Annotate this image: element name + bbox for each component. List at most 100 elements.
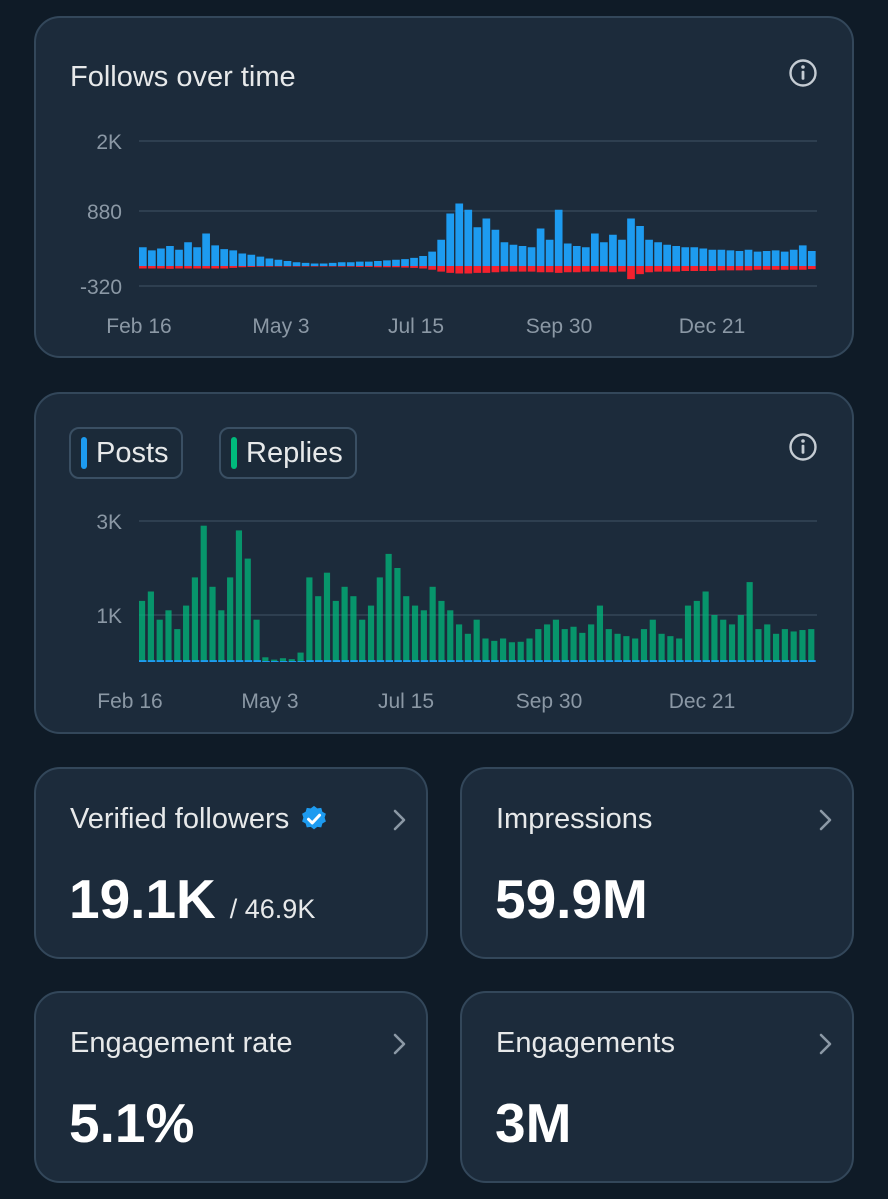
unfollows-bar xyxy=(753,266,762,270)
replies-bar xyxy=(526,638,533,662)
follows-bar xyxy=(771,250,780,266)
follows-bar xyxy=(609,234,617,266)
y-tick-label: 880 xyxy=(87,201,122,224)
posts-bar xyxy=(191,660,200,662)
follows-bar xyxy=(753,251,762,266)
info-icon[interactable] xyxy=(788,432,818,462)
follows-bar xyxy=(789,249,798,266)
unfollows-bar xyxy=(274,266,283,267)
x-tick-label: Dec 21 xyxy=(679,315,746,338)
replies-bar xyxy=(174,629,181,662)
replies-bar xyxy=(288,659,295,662)
unfollows-bar xyxy=(717,266,726,271)
unfollows-bar xyxy=(762,266,771,270)
replies-bar xyxy=(297,652,304,662)
impressions-card[interactable]: Impressions 59.9M xyxy=(460,767,854,959)
posts-bar xyxy=(332,660,341,662)
posts-bar xyxy=(570,660,578,662)
info-icon[interactable] xyxy=(788,58,818,88)
unfollows-bar xyxy=(735,266,744,271)
follows-bar xyxy=(554,209,563,266)
unfollows-bar xyxy=(807,266,816,270)
follows-bar xyxy=(229,250,238,266)
follows-bar xyxy=(410,257,418,266)
follows-bar xyxy=(780,251,789,266)
follows-bar xyxy=(428,251,436,266)
posts-bar xyxy=(737,660,746,662)
posts-bar xyxy=(394,660,402,662)
follows-bar xyxy=(717,249,726,266)
follows-bar xyxy=(139,247,147,266)
follows-bar xyxy=(148,250,156,266)
unfollows-bar xyxy=(500,266,509,272)
unfollows-bar xyxy=(789,266,798,270)
unfollows-bar xyxy=(600,266,608,272)
unfollows-bar xyxy=(401,266,409,268)
posts-bar xyxy=(552,660,561,662)
posts-bar xyxy=(676,660,684,662)
unfollows-bar xyxy=(446,266,455,273)
replies-bar xyxy=(623,636,630,662)
replies-bar xyxy=(200,525,207,662)
follows-bar xyxy=(437,239,446,266)
posts-bar xyxy=(482,660,490,662)
replies-bar xyxy=(570,626,577,662)
chevron-right-icon xyxy=(819,809,832,831)
x-tick-label: Jul 15 xyxy=(388,315,444,338)
replies-bar xyxy=(561,629,568,662)
follows-bar xyxy=(211,245,220,266)
total-followers-value: / 46.9K xyxy=(229,894,316,924)
posts-bar xyxy=(614,660,622,662)
follows-chart-title: Follows over time xyxy=(70,61,296,93)
follows-bar xyxy=(157,248,165,266)
unfollows-bar xyxy=(247,266,256,267)
follows-bar xyxy=(663,244,672,266)
posts-bar xyxy=(808,660,816,662)
legend-replies-chip[interactable]: Replies xyxy=(219,427,357,479)
replies-bar xyxy=(676,638,683,662)
follows-bar xyxy=(283,261,292,266)
unfollows-bar xyxy=(708,266,717,271)
posts-bar xyxy=(517,660,526,662)
follows-bar xyxy=(762,251,771,266)
chevron-right-icon xyxy=(819,1033,832,1055)
posts-bar xyxy=(720,660,728,662)
posts-replies-card: Posts Replies 3K 1K Feb 16 May 3 Jul 15 Sep 3… xyxy=(34,392,854,734)
unfollows-bar xyxy=(193,266,201,269)
replies-bar xyxy=(165,610,172,662)
follows-bar xyxy=(346,262,355,266)
posts-bar xyxy=(183,660,191,662)
follows-bar xyxy=(301,262,310,266)
unfollows-bar xyxy=(591,266,599,272)
x-tick-label: Jul 15 xyxy=(378,690,434,713)
unfollows-bar xyxy=(473,266,482,273)
engagements-card[interactable]: Engagements 3M xyxy=(460,991,854,1183)
replies-bar xyxy=(728,624,736,662)
follows-bar xyxy=(636,226,644,266)
unfollows-bar xyxy=(699,266,708,271)
follows-bar xyxy=(536,228,545,266)
verified-followers-title: Verified followers xyxy=(70,803,290,835)
follows-bar xyxy=(292,262,301,266)
replies-bar xyxy=(385,553,392,662)
replies-bar xyxy=(262,657,269,662)
unfollows-bar xyxy=(437,266,446,272)
follows-bar xyxy=(202,233,210,266)
follows-bar xyxy=(265,258,274,266)
replies-bar xyxy=(315,596,322,662)
replies-bar xyxy=(737,615,744,662)
legend-posts-chip[interactable]: Posts xyxy=(69,427,183,479)
replies-bar xyxy=(341,586,348,662)
engagement-rate-card[interactable]: Engagement rate 5.1% xyxy=(34,991,428,1183)
follows-bar xyxy=(699,248,708,266)
replies-bar xyxy=(720,619,727,662)
replies-bar xyxy=(147,591,154,662)
posts-bar xyxy=(271,661,279,662)
follows-bar xyxy=(374,261,382,266)
unfollows-bar xyxy=(509,266,518,272)
verified-followers-card[interactable]: Verified followers 19.1K / 46.9K xyxy=(34,767,428,959)
unfollows-bar xyxy=(491,266,500,273)
follows-bar xyxy=(355,261,364,266)
follows-bar xyxy=(310,263,319,266)
unfollows-bar xyxy=(798,266,807,270)
